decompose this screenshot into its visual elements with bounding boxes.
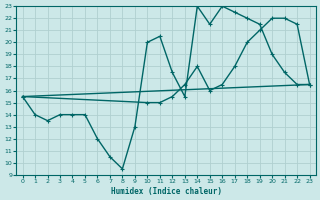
X-axis label: Humidex (Indice chaleur): Humidex (Indice chaleur) (111, 187, 221, 196)
